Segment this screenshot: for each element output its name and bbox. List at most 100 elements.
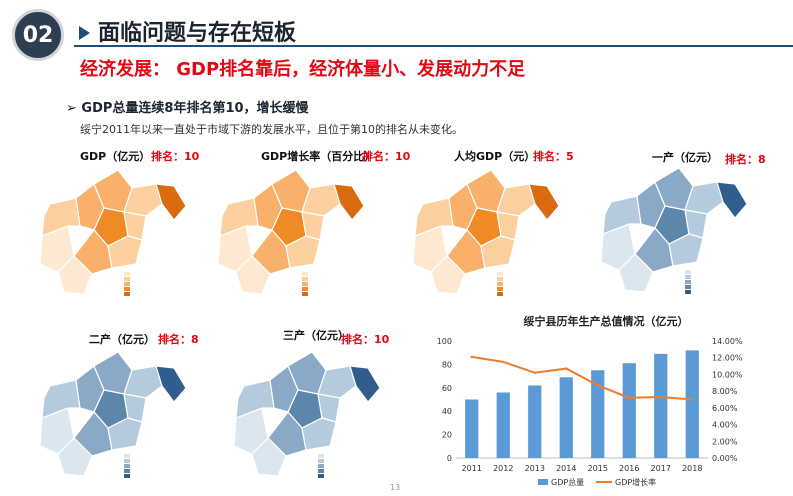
y-right-tick-label: 8.00% (712, 387, 738, 396)
x-tick-label: 2014 (556, 464, 576, 473)
map-legend-swatch (685, 270, 691, 274)
bar-gdp-2015 (591, 370, 605, 458)
arrow-icon (79, 26, 90, 40)
x-tick-label: 2017 (651, 464, 671, 473)
map-region-southeast (107, 235, 143, 269)
point-gdp-growth-2018 (691, 398, 694, 401)
map-legend-swatch (302, 277, 308, 281)
map-rank-secondary: 排名：8 (158, 333, 199, 346)
chart-title: 绥宁县历年生产总值情况（亿元） (524, 314, 689, 328)
map-legend-swatch (685, 280, 691, 284)
map-region-northeast (301, 183, 341, 217)
x-tick-label: 2013 (525, 464, 545, 473)
x-tick-label: 2015 (588, 464, 608, 473)
map-title-gdp: GDP（亿元） (80, 150, 151, 163)
map-legend-swatch (497, 287, 503, 291)
y-right-tick-label: 2.00% (712, 437, 738, 446)
y-right-tick-label: 6.00% (712, 404, 738, 413)
map-title-tertiary: 三产（亿元） (283, 329, 349, 342)
y-left-tick-label: 80 (442, 360, 452, 369)
map-legend-swatch (302, 292, 308, 296)
map-legend-swatch (318, 464, 324, 468)
map-legend-swatch (124, 272, 130, 276)
map-title-gdp-growth: GDP增长率（百分比） (261, 150, 376, 163)
map-legend-swatch (318, 474, 324, 478)
map-rank-tertiary: 排名：10 (341, 333, 390, 346)
map-rank-primary: 排名：8 (725, 153, 766, 166)
y-right-tick-label: 14.00% (712, 337, 743, 346)
map-legend-swatch (497, 272, 503, 276)
point-gdp-growth-2015 (596, 384, 599, 387)
map-legend-swatch (497, 292, 503, 296)
x-tick-label: 2016 (619, 464, 639, 473)
point-gdp-growth-2017 (659, 395, 662, 399)
bar-gdp-2013 (528, 385, 542, 458)
map-legend-swatch (302, 272, 308, 276)
map-rank-gdp-per-capita: 排名：5 (533, 150, 574, 163)
map-legend-swatch (685, 290, 691, 294)
legend-label-gdp: GDP总量 (551, 477, 584, 487)
map-legend-swatch (302, 287, 308, 291)
map-rank-gdp: 排名：10 (151, 150, 200, 163)
gdp-history-chart: 绥宁县历年生产总值情况（亿元） 0 20 40 60 80 100 0.00% 2.00% 4.… (437, 314, 743, 487)
y-right-tick-label: 12.00% (712, 354, 743, 363)
map-title-gdp-per-capita: 人均GDP（元） (454, 150, 536, 163)
map-region-east (333, 183, 365, 221)
map-region-east (349, 365, 381, 403)
header-divider (74, 45, 793, 47)
legend-swatch-gdp (538, 479, 548, 485)
map-region-southeast (480, 235, 516, 269)
map-legend-swatch (124, 292, 130, 296)
map-legend-swatch (318, 469, 324, 473)
map-region-southeast (285, 235, 321, 269)
map-legend-swatch (124, 454, 130, 458)
legend-label-growth: GDP增长率 (615, 477, 656, 487)
point-gdp-growth-2016 (628, 396, 631, 400)
y-left-tick-label: 0 (447, 454, 452, 463)
x-tick-label: 2011 (462, 464, 482, 473)
map-legend-swatch (685, 275, 691, 279)
map-rank-gdp-growth: 排名：10 (362, 150, 411, 163)
map-region-far-south (618, 253, 654, 293)
map-region-far-south (57, 437, 93, 477)
bar-gdp-2017 (654, 353, 668, 458)
map-region-northeast (317, 365, 357, 399)
primary-industry-map (600, 167, 748, 294)
bar-gdp-2014 (559, 377, 573, 458)
bar-gdp-2011 (465, 399, 479, 458)
map-legend-swatch (124, 287, 130, 291)
map-legend-swatch (124, 277, 130, 281)
map-region-southeast (301, 417, 337, 451)
map-legend-swatch (124, 464, 130, 468)
section-paragraph: 绥宁2011年以来一直处于市域下游的发展水平，且位于第10的排名从未变化。 (80, 123, 463, 136)
map-region-far-south (57, 255, 93, 295)
map-region-northeast (496, 183, 536, 217)
line-gdp-growth (471, 355, 693, 401)
map-legend-swatch (497, 277, 503, 281)
map-region-southeast (668, 233, 704, 267)
map-legend-swatch (318, 454, 324, 458)
x-tick-label: 2018 (682, 464, 702, 473)
map-title-primary: 一产（亿元） (652, 151, 718, 164)
y-left-tick-label: 40 (442, 407, 452, 416)
map-legend-swatch (318, 459, 324, 463)
map-region-far-south (251, 437, 287, 477)
map-legend-swatch (124, 282, 130, 286)
map-title-secondary: 二产（亿元） (89, 333, 155, 346)
y-left-tick-label: 20 (442, 431, 452, 440)
map-legend-swatch (497, 282, 503, 286)
map-region-east (155, 183, 187, 221)
point-gdp-growth-2012 (502, 360, 505, 364)
gdp-per-capita-map (412, 169, 560, 296)
bar-gdp-2012 (496, 392, 510, 458)
gdp-map (39, 169, 187, 296)
bar-gdp-2018 (685, 350, 699, 458)
page-title: 面临问题与存在短板 (98, 21, 297, 46)
y-right-tick-label: 4.00% (712, 421, 738, 430)
y-left-tick-label: 60 (442, 384, 452, 393)
x-tick-label: 2012 (493, 464, 513, 473)
y-left-tick-label: 100 (437, 337, 452, 346)
map-legend-swatch (124, 459, 130, 463)
point-gdp-growth-2013 (533, 371, 536, 374)
section-heading: ➢ GDP总量连续8年排名第10，增长缓慢 (66, 101, 309, 116)
